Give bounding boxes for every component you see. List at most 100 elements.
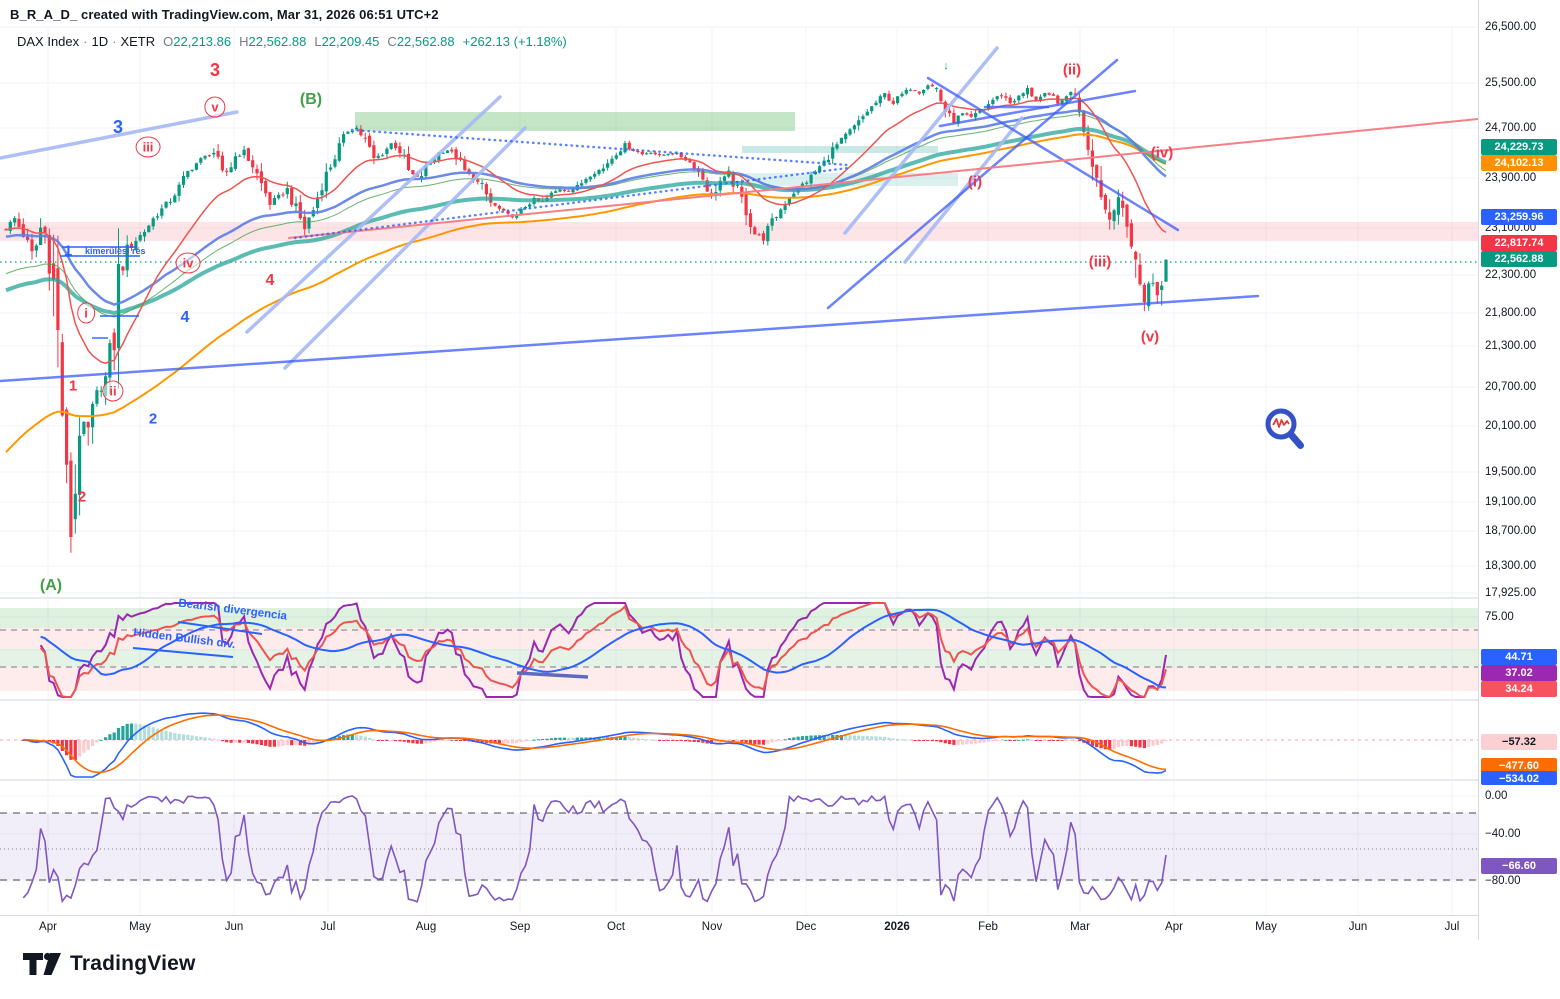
price-badge: 44.71 bbox=[1481, 649, 1557, 665]
price-badge: 24,102.13 bbox=[1481, 155, 1557, 171]
ohlc-letter: C bbox=[387, 34, 397, 49]
price-badge: 23,259.96 bbox=[1481, 209, 1557, 225]
trendline-drawings[interactable] bbox=[0, 46, 1479, 383]
axis-tick-label: 0.00 bbox=[1485, 790, 1508, 802]
elliott-wave-label[interactable]: 2 bbox=[148, 410, 158, 428]
legend-separator: · bbox=[112, 34, 117, 49]
axis-tick-label: 26,500.00 bbox=[1485, 21, 1537, 33]
ma-mid-blue-line bbox=[5, 109, 1167, 307]
time-axis-label: Feb bbox=[978, 921, 998, 933]
ohlc-value: 22,213.86 bbox=[173, 34, 232, 49]
ma-slow-teal-line bbox=[5, 126, 1167, 315]
elliott-wave-label[interactable]: v bbox=[204, 96, 226, 118]
price-badge: 22,562.88 bbox=[1481, 251, 1557, 267]
axis-tick-label: 23,100.00 bbox=[1485, 222, 1537, 234]
rsi-ma-blue-line bbox=[40, 608, 1167, 689]
time-axis-label: Jun bbox=[1348, 921, 1368, 933]
williams-r-line bbox=[22, 794, 1167, 904]
time-axis-label: Jul bbox=[320, 921, 336, 933]
pink-supply-zone bbox=[0, 222, 1478, 241]
axis-tick-label: −40.00 bbox=[1485, 828, 1521, 840]
time-axis-label: Mar bbox=[1070, 921, 1090, 933]
price-zones[interactable] bbox=[0, 112, 1478, 241]
axis-tick-label: 19,500.00 bbox=[1485, 466, 1537, 478]
axis-tick-label: 20,700.00 bbox=[1485, 381, 1537, 393]
axis-tick-label: 18,700.00 bbox=[1485, 525, 1537, 537]
price-badge: 37.02 bbox=[1481, 665, 1557, 681]
ohlc-value: 22,562.88 bbox=[396, 34, 455, 49]
pane-separators[interactable] bbox=[0, 597, 1478, 781]
time-axis-label: Aug bbox=[415, 921, 437, 933]
axis-tick-label: 22,300.00 bbox=[1485, 269, 1537, 281]
elliott-wave-label[interactable]: iii bbox=[135, 136, 161, 158]
time-axis-label: Oct bbox=[607, 921, 625, 933]
time-axis-label: Sep bbox=[509, 921, 531, 933]
tradingview-logo-icon bbox=[23, 952, 61, 975]
price-badge: −57.32 bbox=[1481, 734, 1557, 750]
axis-tick-label: 25,500.00 bbox=[1485, 77, 1537, 89]
axis-tick-label: 23,900.00 bbox=[1485, 172, 1537, 184]
elliott-wave-label[interactable]: (A) bbox=[39, 577, 63, 594]
tradingview-logo[interactable]: TradingView bbox=[22, 951, 196, 977]
legend-separator: · bbox=[83, 34, 88, 49]
chart-attribution-title: B_R_A_D_ created with TradingView.com, M… bbox=[10, 7, 439, 22]
ohlc-letter: L bbox=[314, 34, 322, 49]
price-axis[interactable]: 26,500.00 25,500.00 24,700.00 23,900.00 23,1… bbox=[1478, 0, 1560, 940]
ohlc-letter: H bbox=[239, 34, 249, 49]
elliott-wave-label[interactable]: i bbox=[77, 302, 95, 324]
elliott-wave-label[interactable]: 1 bbox=[68, 377, 78, 395]
price-badge: −477.60 bbox=[1481, 758, 1557, 774]
elliott-wave-label[interactable]: iv bbox=[175, 252, 201, 274]
time-axis-label: Jun bbox=[224, 921, 244, 933]
time-axis-label: Apr bbox=[39, 921, 57, 933]
tradingview-logo-text: TradingView bbox=[70, 952, 196, 975]
axis-tick-label: 24,700.00 bbox=[1485, 122, 1537, 134]
rsi-purple-line bbox=[39, 602, 1167, 699]
axis-tick-label: 17,925.00 bbox=[1485, 587, 1537, 599]
elliott-wave-label[interactable]: (i) bbox=[967, 173, 983, 191]
price-badge: 22,817.74 bbox=[1481, 235, 1557, 251]
magnifier-annotation-icon[interactable] bbox=[1265, 408, 1304, 449]
elliott-wave-label[interactable]: (B) bbox=[299, 91, 323, 108]
ohlc-letter: O bbox=[163, 34, 174, 49]
axis-tick-label: 75.00 bbox=[1485, 611, 1514, 623]
axis-tick-label: −80.00 bbox=[1485, 875, 1521, 887]
symbol-legend[interactable]: DAX Index · 1D · XETR O22,213.86 H22,562.88 L22… bbox=[17, 34, 567, 49]
time-axis-label: Apr bbox=[1165, 921, 1183, 933]
elliott-wave-label[interactable]: (ii) bbox=[1062, 61, 1082, 79]
elliott-wave-label[interactable]: (iii) bbox=[1088, 253, 1112, 271]
macd-line bbox=[23, 712, 1167, 778]
time-axis[interactable]: Apr May Jun Jul Aug Sep Oct Nov Dec 2026 Feb Mar Apr… bbox=[0, 915, 1478, 941]
price-badge: 24,229.73 bbox=[1481, 139, 1557, 155]
price-badge: −66.60 bbox=[1481, 858, 1557, 874]
williams-r-pane[interactable] bbox=[0, 794, 1478, 904]
macd-pane[interactable] bbox=[0, 712, 1478, 778]
elliott-wave-label[interactable]: 4 bbox=[265, 272, 275, 289]
time-axis-label: May bbox=[1255, 921, 1277, 933]
ohlc-value: 22,562.88 bbox=[248, 34, 307, 49]
exchange-label: XETR bbox=[120, 34, 156, 49]
axis-tick-label: 20,100.00 bbox=[1485, 420, 1537, 432]
elliott-wave-label[interactable]: (v) bbox=[1140, 328, 1160, 346]
symbol-name[interactable]: DAX Index bbox=[17, 34, 80, 49]
elliott-wave-label[interactable]: 4 bbox=[180, 309, 190, 326]
elliott-wave-label[interactable]: 3 bbox=[209, 60, 221, 80]
time-axis-label: Dec bbox=[795, 921, 817, 933]
time-axis-label: Nov bbox=[701, 921, 723, 933]
analyst-note-text[interactable]: kimerülési rés bbox=[85, 246, 146, 256]
price-badge: −534.02 bbox=[1481, 771, 1557, 785]
elliott-wave-label[interactable]: (iv) bbox=[1150, 144, 1174, 162]
grid-lines bbox=[0, 26, 1478, 914]
axis-tick-label: 21,300.00 bbox=[1485, 340, 1537, 352]
elliott-wave-label[interactable]: ii bbox=[102, 380, 124, 402]
elliott-wave-label[interactable]: 1 bbox=[63, 242, 73, 260]
elliott-wave-label[interactable]: 3 bbox=[112, 117, 124, 137]
elliott-wave-label[interactable]: 2 bbox=[77, 488, 87, 506]
rsi-pane[interactable] bbox=[0, 602, 1478, 699]
teal-zone-1 bbox=[742, 146, 938, 153]
ma-long-orange-line bbox=[5, 133, 1167, 453]
time-axis-label: Jul bbox=[1444, 921, 1460, 933]
interval-label[interactable]: 1D bbox=[91, 34, 109, 49]
